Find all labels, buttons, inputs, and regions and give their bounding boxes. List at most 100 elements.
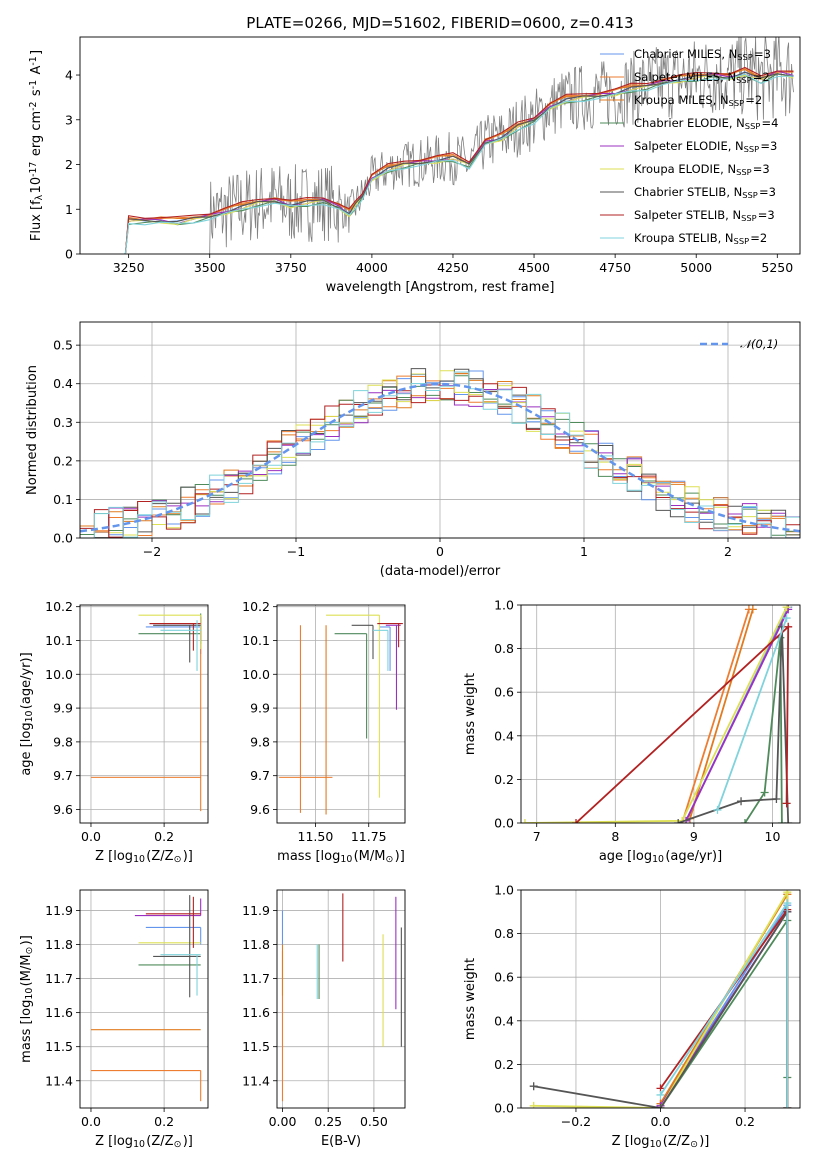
legend-label: Kroupa ELODIE, NSSP =3 [634, 162, 770, 177]
legend-label: Chabrier MILES, NSSP =3 [634, 47, 771, 62]
axes-frame [520, 889, 801, 1109]
mass-weight-marker [783, 890, 792, 897]
y-tick-label: 11.5 [242, 1039, 270, 1054]
y-tick-label: 1.0 [494, 883, 514, 898]
panel-mass_vs_Z: 0.0 0.2 11.4 11.5 11.6 11.7 11.8 11.9 Z [log10 (… [19, 889, 209, 1150]
y-tick-label: 10.0 [45, 667, 73, 682]
x-axis-label: (data-model)/error [380, 564, 501, 579]
histogram-step [80, 368, 800, 538]
y-tick-label: 11.5 [45, 1039, 73, 1054]
y-axis-label: age [log10 (age/yr)] [19, 652, 35, 775]
mass-weight-line [716, 617, 788, 811]
mass-weight-marker [656, 1104, 665, 1108]
x-tick-label: 11.75 [351, 829, 387, 844]
y-tick-label: 11.9 [45, 903, 73, 918]
y-tick-label: 11.6 [45, 1005, 73, 1020]
y-tick-label: 11.6 [242, 1005, 270, 1020]
y-tick-label: 0 [65, 247, 73, 262]
y-tick-label: 9.6 [250, 802, 270, 817]
plot-area [279, 614, 403, 815]
y-tick-label: 4 [65, 68, 73, 83]
x-axis-label: age [log10 (age/yr)] [599, 849, 722, 865]
mass-weight-marker [521, 819, 529, 823]
y-tick-label: 10.2 [45, 599, 73, 614]
x-tick-label: 4250 [437, 260, 469, 275]
x-axis-label: Z [log10 (Z/Z⊙ )] [612, 1134, 710, 1150]
y-tick-label: 9.8 [53, 734, 73, 749]
plot-area [90, 613, 202, 812]
y-tick-label: 0.3 [53, 415, 73, 430]
y-tick-label: 11.8 [242, 937, 270, 952]
y-tick-label: 9.6 [53, 802, 73, 817]
mass-weight-marker [656, 1090, 665, 1099]
y-tick-label: 10.2 [242, 599, 270, 614]
plot-area [90, 895, 202, 1102]
axes-frame [79, 321, 801, 539]
y-tick-label: 10.1 [45, 633, 73, 648]
model-spectrum [124, 72, 794, 254]
x-tick-label: 1 [580, 544, 588, 559]
x-tick-label: 4750 [599, 260, 631, 275]
x-tick-label: 3750 [275, 260, 307, 275]
x-tick-label: 0.25 [314, 1114, 342, 1129]
x-tick-label: 8 [611, 829, 619, 844]
x-tick-label: 3250 [113, 260, 145, 275]
y-tick-label: 1.0 [494, 598, 514, 613]
y-tick-label: 11.8 [45, 937, 73, 952]
mass-weight-marker [737, 797, 746, 806]
histogram-step [80, 383, 800, 538]
y-tick-label: 0.2 [53, 453, 73, 468]
observed-spectrum [209, 37, 794, 254]
mass-weight-marker [782, 605, 791, 612]
y-tick-label: 10.1 [242, 633, 270, 648]
mass-weight-line [575, 624, 790, 823]
x-tick-label: 3500 [194, 260, 226, 275]
x-tick-label: 0 [436, 544, 444, 559]
plot-area [521, 605, 793, 823]
y-tick-label: 0.2 [494, 772, 514, 787]
panel-residuals: −2 −1 0 1 2 0.0 0.1 0.2 0.3 0.4 0.5 (data-model)/er… [25, 321, 801, 579]
x-tick-label: 7 [533, 829, 541, 844]
y-tick-label: 9.7 [250, 768, 270, 783]
plot-area [281, 893, 402, 1102]
model-spectrum [124, 73, 794, 254]
axes-frame [79, 604, 209, 824]
y-tick-label: 0.6 [494, 685, 514, 700]
legend-label: Salpeter ELODIE, NSSP =3 [634, 139, 777, 154]
mass-weight-marker [572, 819, 581, 823]
x-tick-label: 0.2 [735, 1114, 755, 1129]
panel-mass_weight_vs_Z: −0.2 0.0 0.2 0.0 0.2 0.4 0.6 0.8 1.0 Z [log10 (Z/… [463, 883, 801, 1150]
panel-age_vs_Z: 0.0 0.2 9.6 9.7 9.8 9.9 10.0 10.1 10.2 Z [log10 (… [19, 599, 209, 865]
mass-weight-line [681, 609, 750, 823]
y-tick-label: 0.4 [494, 728, 514, 743]
y-tick-label: 9.7 [53, 768, 73, 783]
mass-weight-line [685, 609, 790, 822]
plot-area [529, 890, 792, 1108]
mass-weight-marker [777, 819, 786, 823]
x-axis-label: mass [log10 (M/M⊙ )] [277, 849, 405, 865]
legend-label: Salpeter MILES, NSSP =2 [634, 70, 770, 85]
y-tick-label: 0.4 [53, 376, 73, 391]
y-tick-label: 0.5 [53, 338, 73, 353]
y-tick-label: 0.8 [494, 641, 514, 656]
y-axis-label: mass weight [463, 673, 478, 755]
panel-spectrum: 3250 3500 3750 4000 4250 4500 4750 5000 5250 0 1 2 3… [28, 36, 801, 295]
x-tick-label: 11.50 [298, 829, 334, 844]
y-tick-label: 11.4 [242, 1073, 270, 1088]
y-tick-label: 1 [65, 202, 73, 217]
x-tick-label: 4500 [518, 260, 550, 275]
y-tick-label: 0.6 [494, 970, 514, 985]
panel-mass_weight_vs_age: 7 8 9 10 0.0 0.2 0.4 0.6 0.8 1.0 age [log10 (age/y… [463, 598, 801, 865]
y-tick-label: 0.0 [494, 816, 514, 831]
mass-weight-marker [783, 899, 792, 908]
normal-curve [80, 382, 800, 533]
y-tick-label: 0.2 [494, 1057, 514, 1072]
legend-label: Kroupa MILES, NSSP =2 [634, 93, 762, 108]
x-tick-label: 5000 [680, 260, 712, 275]
x-axis-label: wavelength [Angstrom, rest frame] [326, 280, 555, 295]
x-tick-label: 10 [765, 829, 781, 844]
x-tick-label: 0.50 [360, 1114, 388, 1129]
x-tick-label: −2 [143, 544, 161, 559]
mass-weight-marker [529, 1101, 538, 1108]
